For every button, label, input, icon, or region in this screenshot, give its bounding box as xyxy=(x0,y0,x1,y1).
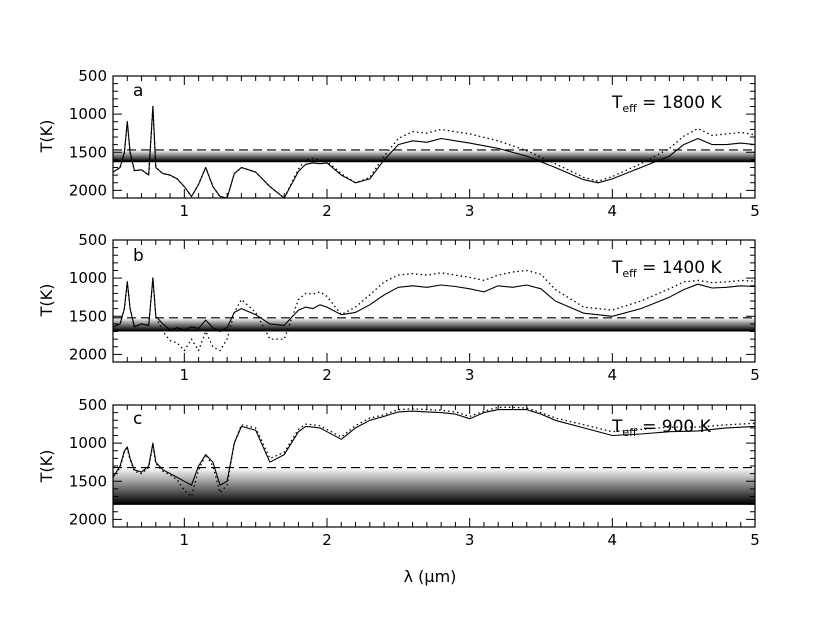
panel-c-x-tick-label: 4 xyxy=(608,531,618,549)
panel-a-y-tick-label: 500 xyxy=(78,67,107,85)
panel-c-y-tick-label: 2000 xyxy=(69,510,107,528)
panel-b-y-tick-label: 2000 xyxy=(69,345,107,363)
panel-c-y-tick-label: 500 xyxy=(78,396,107,414)
panel-b-x-tick-label: 5 xyxy=(750,366,760,384)
panel-c-gradient-band xyxy=(113,467,755,505)
panel-b-y-tick-label: 500 xyxy=(78,231,107,249)
panel-b-gradient-band xyxy=(113,317,755,331)
panel-b-x-tick-label: 3 xyxy=(465,366,475,384)
panel-a-y-axis-title: T(K) xyxy=(37,120,56,154)
panel-a-x-tick-label: 2 xyxy=(322,202,332,220)
panel-c-teff-annotation: Teff = 900 K xyxy=(611,417,712,439)
panel-b-dotted-curve xyxy=(113,269,755,352)
panel-b-y-tick-label: 1500 xyxy=(69,307,107,325)
panel-a-x-tick-label: 5 xyxy=(750,202,760,220)
panel-a-y-tick-label: 1000 xyxy=(69,105,107,123)
panel-c-y-tick-label: 1000 xyxy=(69,434,107,452)
panel-b-letter: b xyxy=(133,246,144,266)
panel-c-y-axis-title: T(K) xyxy=(37,450,56,484)
panel-a-x-tick-label: 3 xyxy=(465,202,475,220)
panel-b-y-tick-label: 1000 xyxy=(69,269,107,287)
panel-c-x-tick-label: 3 xyxy=(465,531,475,549)
panel-b-chart: 1 2 3 4 5 500 1000 1500 2000 xyxy=(69,231,760,384)
panel-c-dotted-curve xyxy=(113,406,755,498)
x-axis-title: λ (μm) xyxy=(404,567,457,586)
panel-b-teff-annotation: Teff = 1400 K xyxy=(611,258,722,280)
panel-b-y-axis-title: T(K) xyxy=(37,284,56,318)
panel-c-chart: 1 2 3 4 5 500 1000 1500 2000 xyxy=(69,396,760,549)
panel-b-x-tick-label: 1 xyxy=(180,366,190,384)
panel-a-letter: a xyxy=(133,81,143,101)
panel-a-chart: 1 2 3 4 5 500 1000 1500 2000 xyxy=(69,67,760,220)
panel-c-x-tick-label: 2 xyxy=(322,531,332,549)
panel-b-x-tick-label: 2 xyxy=(322,366,332,384)
panel-a-gradient-band xyxy=(113,149,755,162)
panel-c-x-tick-label: 1 xyxy=(180,531,190,549)
panel-c-letter: c xyxy=(133,409,142,429)
panel-a-teff-annotation: Teff = 1800 K xyxy=(611,93,722,115)
panel-c-y-tick-label: 1500 xyxy=(69,472,107,490)
panel-a-y-tick-label: 2000 xyxy=(69,181,107,199)
panel-a-solid-curve xyxy=(113,105,755,198)
panel-a-x-tick-label: 1 xyxy=(180,202,190,220)
panel-b-x-tick-label: 4 xyxy=(608,366,618,384)
panel-a-x-tick-label: 4 xyxy=(608,202,618,220)
panel-a-y-tick-label: 1500 xyxy=(69,143,107,161)
panel-c-x-tick-label: 5 xyxy=(750,531,760,549)
